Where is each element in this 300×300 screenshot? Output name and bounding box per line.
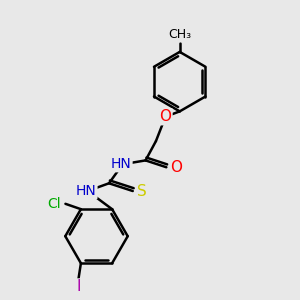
Text: HN: HN xyxy=(111,157,131,171)
Text: O: O xyxy=(160,109,172,124)
Text: I: I xyxy=(76,280,81,295)
Text: O: O xyxy=(170,160,182,175)
Text: Cl: Cl xyxy=(47,197,61,211)
Text: S: S xyxy=(137,184,147,199)
Text: CH₃: CH₃ xyxy=(168,28,191,41)
Text: HN: HN xyxy=(76,184,97,198)
